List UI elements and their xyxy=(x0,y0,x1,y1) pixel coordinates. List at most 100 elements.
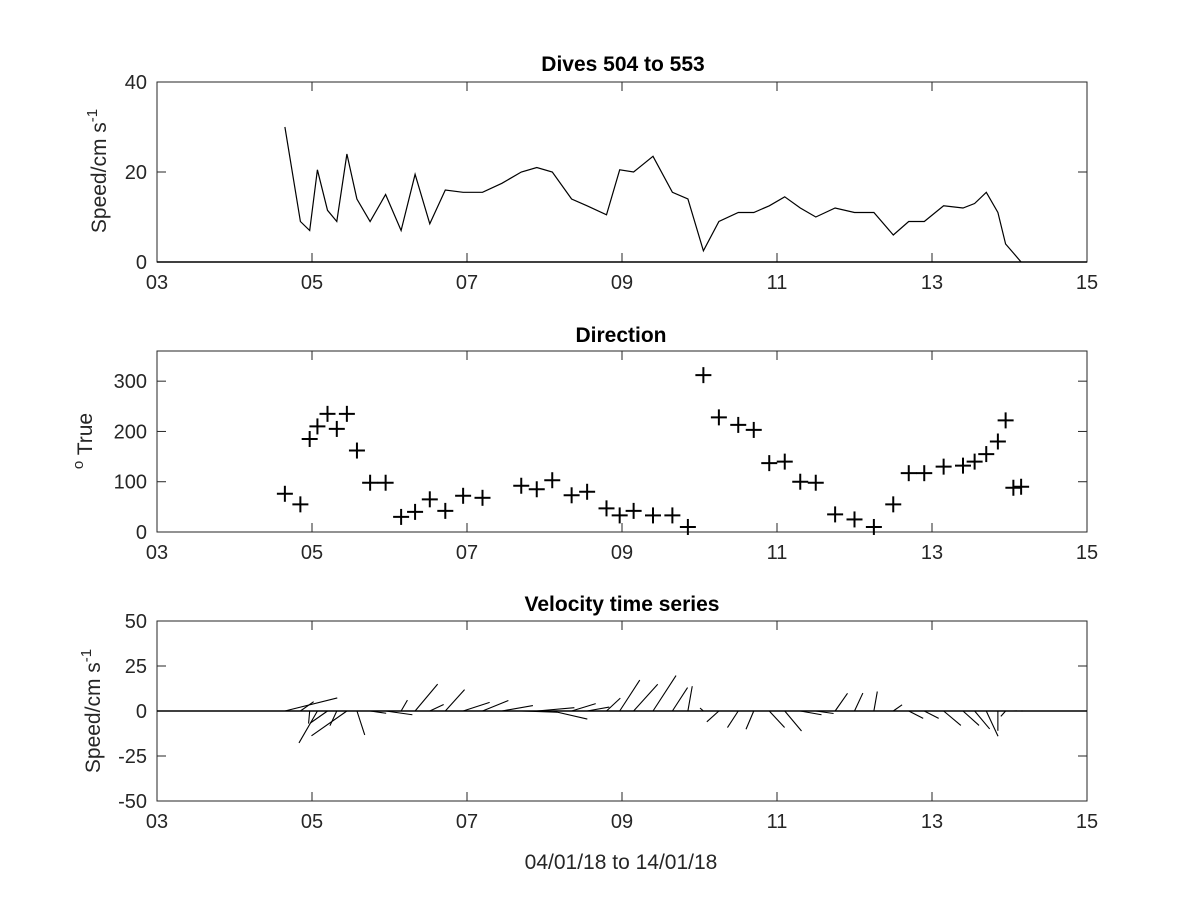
direction-point xyxy=(513,477,530,494)
direction-point xyxy=(611,507,628,524)
velocity-stick xyxy=(571,703,596,712)
direction-point xyxy=(377,474,394,491)
direction-point xyxy=(437,502,454,519)
x-tick-label: 05 xyxy=(301,272,323,294)
x-tick-label: 07 xyxy=(456,542,478,564)
velocity-stick xyxy=(444,689,465,712)
velocity-stick xyxy=(985,710,999,737)
direction-point xyxy=(1005,479,1022,496)
direction-point xyxy=(407,503,424,520)
velocity-stick xyxy=(962,710,980,726)
velocity-stick xyxy=(908,710,924,719)
x-tick-label: 09 xyxy=(611,542,633,564)
velocity-stick xyxy=(587,706,610,712)
velocity-stick xyxy=(606,697,621,712)
speed-panel-ylabel: Speed/cm s-1 xyxy=(84,109,111,233)
velocity-stick xyxy=(501,704,533,712)
x-tick-label: 15 xyxy=(1076,272,1098,294)
direction-point xyxy=(730,416,747,433)
direction-point xyxy=(710,409,727,426)
direction-point xyxy=(776,453,793,470)
direction-point xyxy=(579,483,596,500)
direction-point xyxy=(900,465,917,482)
speed-panel-title: Dives 504 to 553 xyxy=(541,53,704,76)
velocity-stick xyxy=(924,710,939,719)
velocity-stick xyxy=(1000,710,1007,717)
direction-point xyxy=(625,502,642,519)
velocity-stick xyxy=(300,701,314,712)
direction-point xyxy=(393,508,410,525)
y-tick-label: 40 xyxy=(125,72,147,94)
x-tick-label: 11 xyxy=(767,811,788,833)
x-tick-label: 13 xyxy=(921,272,943,294)
direction-point xyxy=(761,455,778,472)
y-tick-label: 0 xyxy=(136,252,147,274)
velocity-stick xyxy=(298,710,318,744)
direction-point xyxy=(978,446,995,463)
direction-point xyxy=(846,511,863,528)
direction-point xyxy=(328,420,345,437)
direction-point xyxy=(997,412,1014,429)
velocity-stick xyxy=(414,683,439,712)
direction-point xyxy=(292,496,309,513)
y-tick-label: 200 xyxy=(114,421,147,443)
direction-point xyxy=(885,496,902,513)
velocity-stick xyxy=(482,700,509,712)
direction-point xyxy=(421,491,438,508)
y-tick-label: 0 xyxy=(136,701,147,723)
direction-point xyxy=(935,458,952,475)
direction-panel: Direction o True 03 05 07 09 11 13 15 0 100 200 30… xyxy=(70,324,1098,564)
direction-panel-ylabel: o True xyxy=(70,413,97,469)
speed-line xyxy=(284,126,1022,263)
velocity-panel-ylabel: Speed/cm s-1 xyxy=(78,649,105,773)
speed-panel: Dives 504 to 553 Speed/cm s-1 03 05 07 09 11… xyxy=(84,53,1098,294)
velocity-stick xyxy=(706,710,720,723)
direction-point xyxy=(319,405,336,422)
velocity-stick xyxy=(768,710,785,728)
direction-point xyxy=(865,518,882,535)
direction-point xyxy=(695,367,712,384)
x-tick-label: 05 xyxy=(301,542,323,564)
direction-point xyxy=(807,474,824,491)
x-tick-label: 07 xyxy=(456,811,478,833)
direction-point xyxy=(916,465,933,482)
velocity-panel: Velocity time series Speed/cm s-1 04/01/… xyxy=(78,593,1098,874)
direction-point xyxy=(745,421,762,438)
direction-point xyxy=(966,453,983,470)
velocity-stick xyxy=(400,699,408,712)
y-tick-label: -25 xyxy=(118,746,147,768)
velocity-stick xyxy=(943,710,962,726)
velocity-stick xyxy=(974,710,991,730)
velocity-stick xyxy=(854,692,864,712)
direction-point xyxy=(301,430,318,447)
velocity-stick xyxy=(800,710,822,716)
x-axis-label: 04/01/18 to 14/01/18 xyxy=(525,851,718,874)
direction-point xyxy=(827,506,844,523)
direction-point xyxy=(563,487,580,504)
direction-point xyxy=(544,472,561,489)
velocity-stick xyxy=(552,710,588,720)
x-tick-label: 13 xyxy=(921,542,943,564)
velocity-stick xyxy=(462,701,490,712)
direction-point xyxy=(348,442,365,459)
x-tick-label: 15 xyxy=(1076,811,1098,833)
velocity-stick xyxy=(834,692,848,712)
direction-point xyxy=(989,433,1006,450)
velocity-stick xyxy=(536,707,575,712)
velocity-stick xyxy=(308,710,311,724)
velocity-stick xyxy=(310,710,328,724)
x-tick-label: 07 xyxy=(456,272,478,294)
direction-point xyxy=(955,457,971,474)
direction-point xyxy=(664,507,681,524)
velocity-stick xyxy=(815,710,834,715)
y-tick-label: 0 xyxy=(136,522,147,544)
velocity-panel-title: Velocity time series xyxy=(525,593,720,616)
direction-point xyxy=(792,473,809,490)
y-tick-label: 25 xyxy=(125,656,147,678)
direction-point xyxy=(598,500,615,517)
x-tick-label: 05 xyxy=(301,811,323,833)
y-tick-label: 50 xyxy=(125,611,147,633)
x-tick-label: 03 xyxy=(146,542,168,564)
velocity-stick xyxy=(687,686,693,712)
